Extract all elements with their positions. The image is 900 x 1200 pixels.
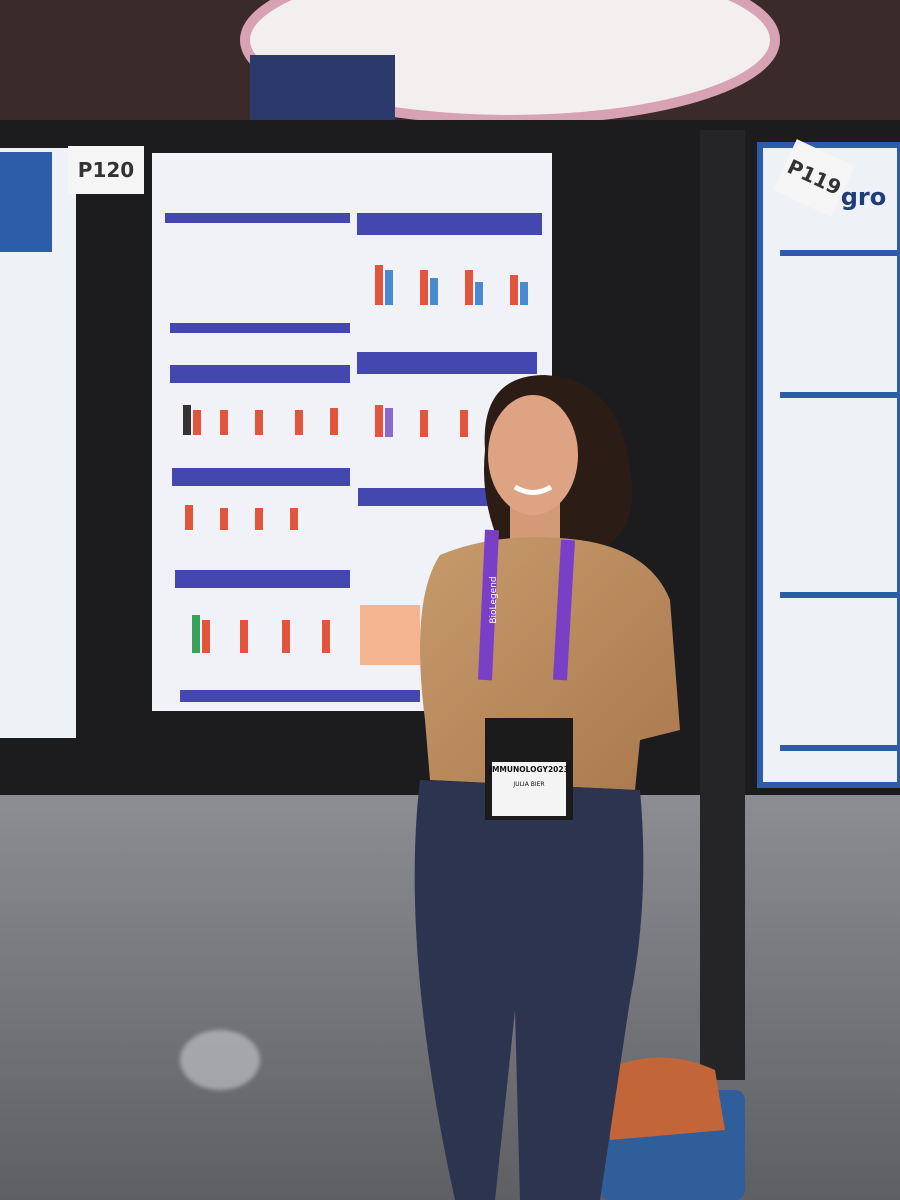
shape bbox=[165, 213, 350, 223]
right-poster-headers bbox=[780, 250, 900, 751]
poster-bars bbox=[183, 265, 528, 665]
bag-item bbox=[605, 1057, 725, 1140]
shape bbox=[385, 408, 393, 437]
shape bbox=[220, 410, 228, 435]
shape bbox=[357, 352, 537, 374]
shape bbox=[255, 508, 263, 530]
smile bbox=[513, 484, 553, 495]
sign-card bbox=[68, 146, 144, 194]
badge bbox=[492, 762, 566, 816]
shape bbox=[192, 615, 200, 653]
poster-headers bbox=[165, 213, 542, 702]
person: BioLegend IMMUNOLOGY2023 JULIA BIER bbox=[414, 375, 680, 1200]
shape bbox=[202, 620, 210, 653]
shape bbox=[420, 270, 428, 305]
badge-name: JULIA BIER bbox=[512, 781, 544, 788]
shape bbox=[295, 410, 303, 435]
right-poster bbox=[757, 142, 900, 788]
shape bbox=[282, 620, 290, 653]
shape bbox=[780, 250, 900, 256]
shape bbox=[170, 323, 350, 333]
shape bbox=[290, 508, 298, 530]
shape bbox=[322, 620, 330, 653]
banner bbox=[250, 55, 395, 125]
shape bbox=[183, 405, 191, 435]
shape bbox=[180, 690, 420, 702]
shape bbox=[330, 408, 338, 435]
shape bbox=[510, 275, 518, 305]
shape bbox=[460, 410, 468, 437]
shape bbox=[172, 468, 350, 486]
shape bbox=[193, 410, 201, 435]
shape bbox=[375, 405, 383, 437]
shape bbox=[780, 592, 900, 598]
shape bbox=[385, 270, 393, 305]
sign-card bbox=[773, 139, 855, 217]
lanyard bbox=[478, 529, 575, 681]
shape bbox=[465, 270, 473, 305]
shape bbox=[430, 278, 438, 305]
shape bbox=[780, 392, 900, 398]
board-post bbox=[700, 130, 745, 1080]
shape bbox=[420, 410, 428, 437]
shape bbox=[780, 745, 900, 751]
shape bbox=[375, 265, 383, 305]
floor-reflection bbox=[180, 1030, 260, 1090]
shape bbox=[357, 213, 542, 235]
jeans bbox=[414, 780, 644, 1200]
shape bbox=[185, 505, 193, 530]
shape bbox=[255, 410, 263, 435]
shape bbox=[475, 282, 483, 305]
shape bbox=[360, 605, 420, 665]
shape bbox=[220, 508, 228, 530]
shape bbox=[520, 282, 528, 305]
lanyard-text: BioLegend bbox=[489, 576, 499, 623]
shape bbox=[170, 365, 350, 383]
left-poster-header bbox=[0, 152, 52, 252]
shape bbox=[240, 620, 248, 653]
poster-number: P120 bbox=[78, 158, 134, 182]
shape bbox=[358, 488, 498, 506]
face bbox=[488, 395, 578, 515]
badge-event: IMMUNOLOGY2023 bbox=[489, 765, 569, 774]
shape bbox=[175, 570, 350, 588]
